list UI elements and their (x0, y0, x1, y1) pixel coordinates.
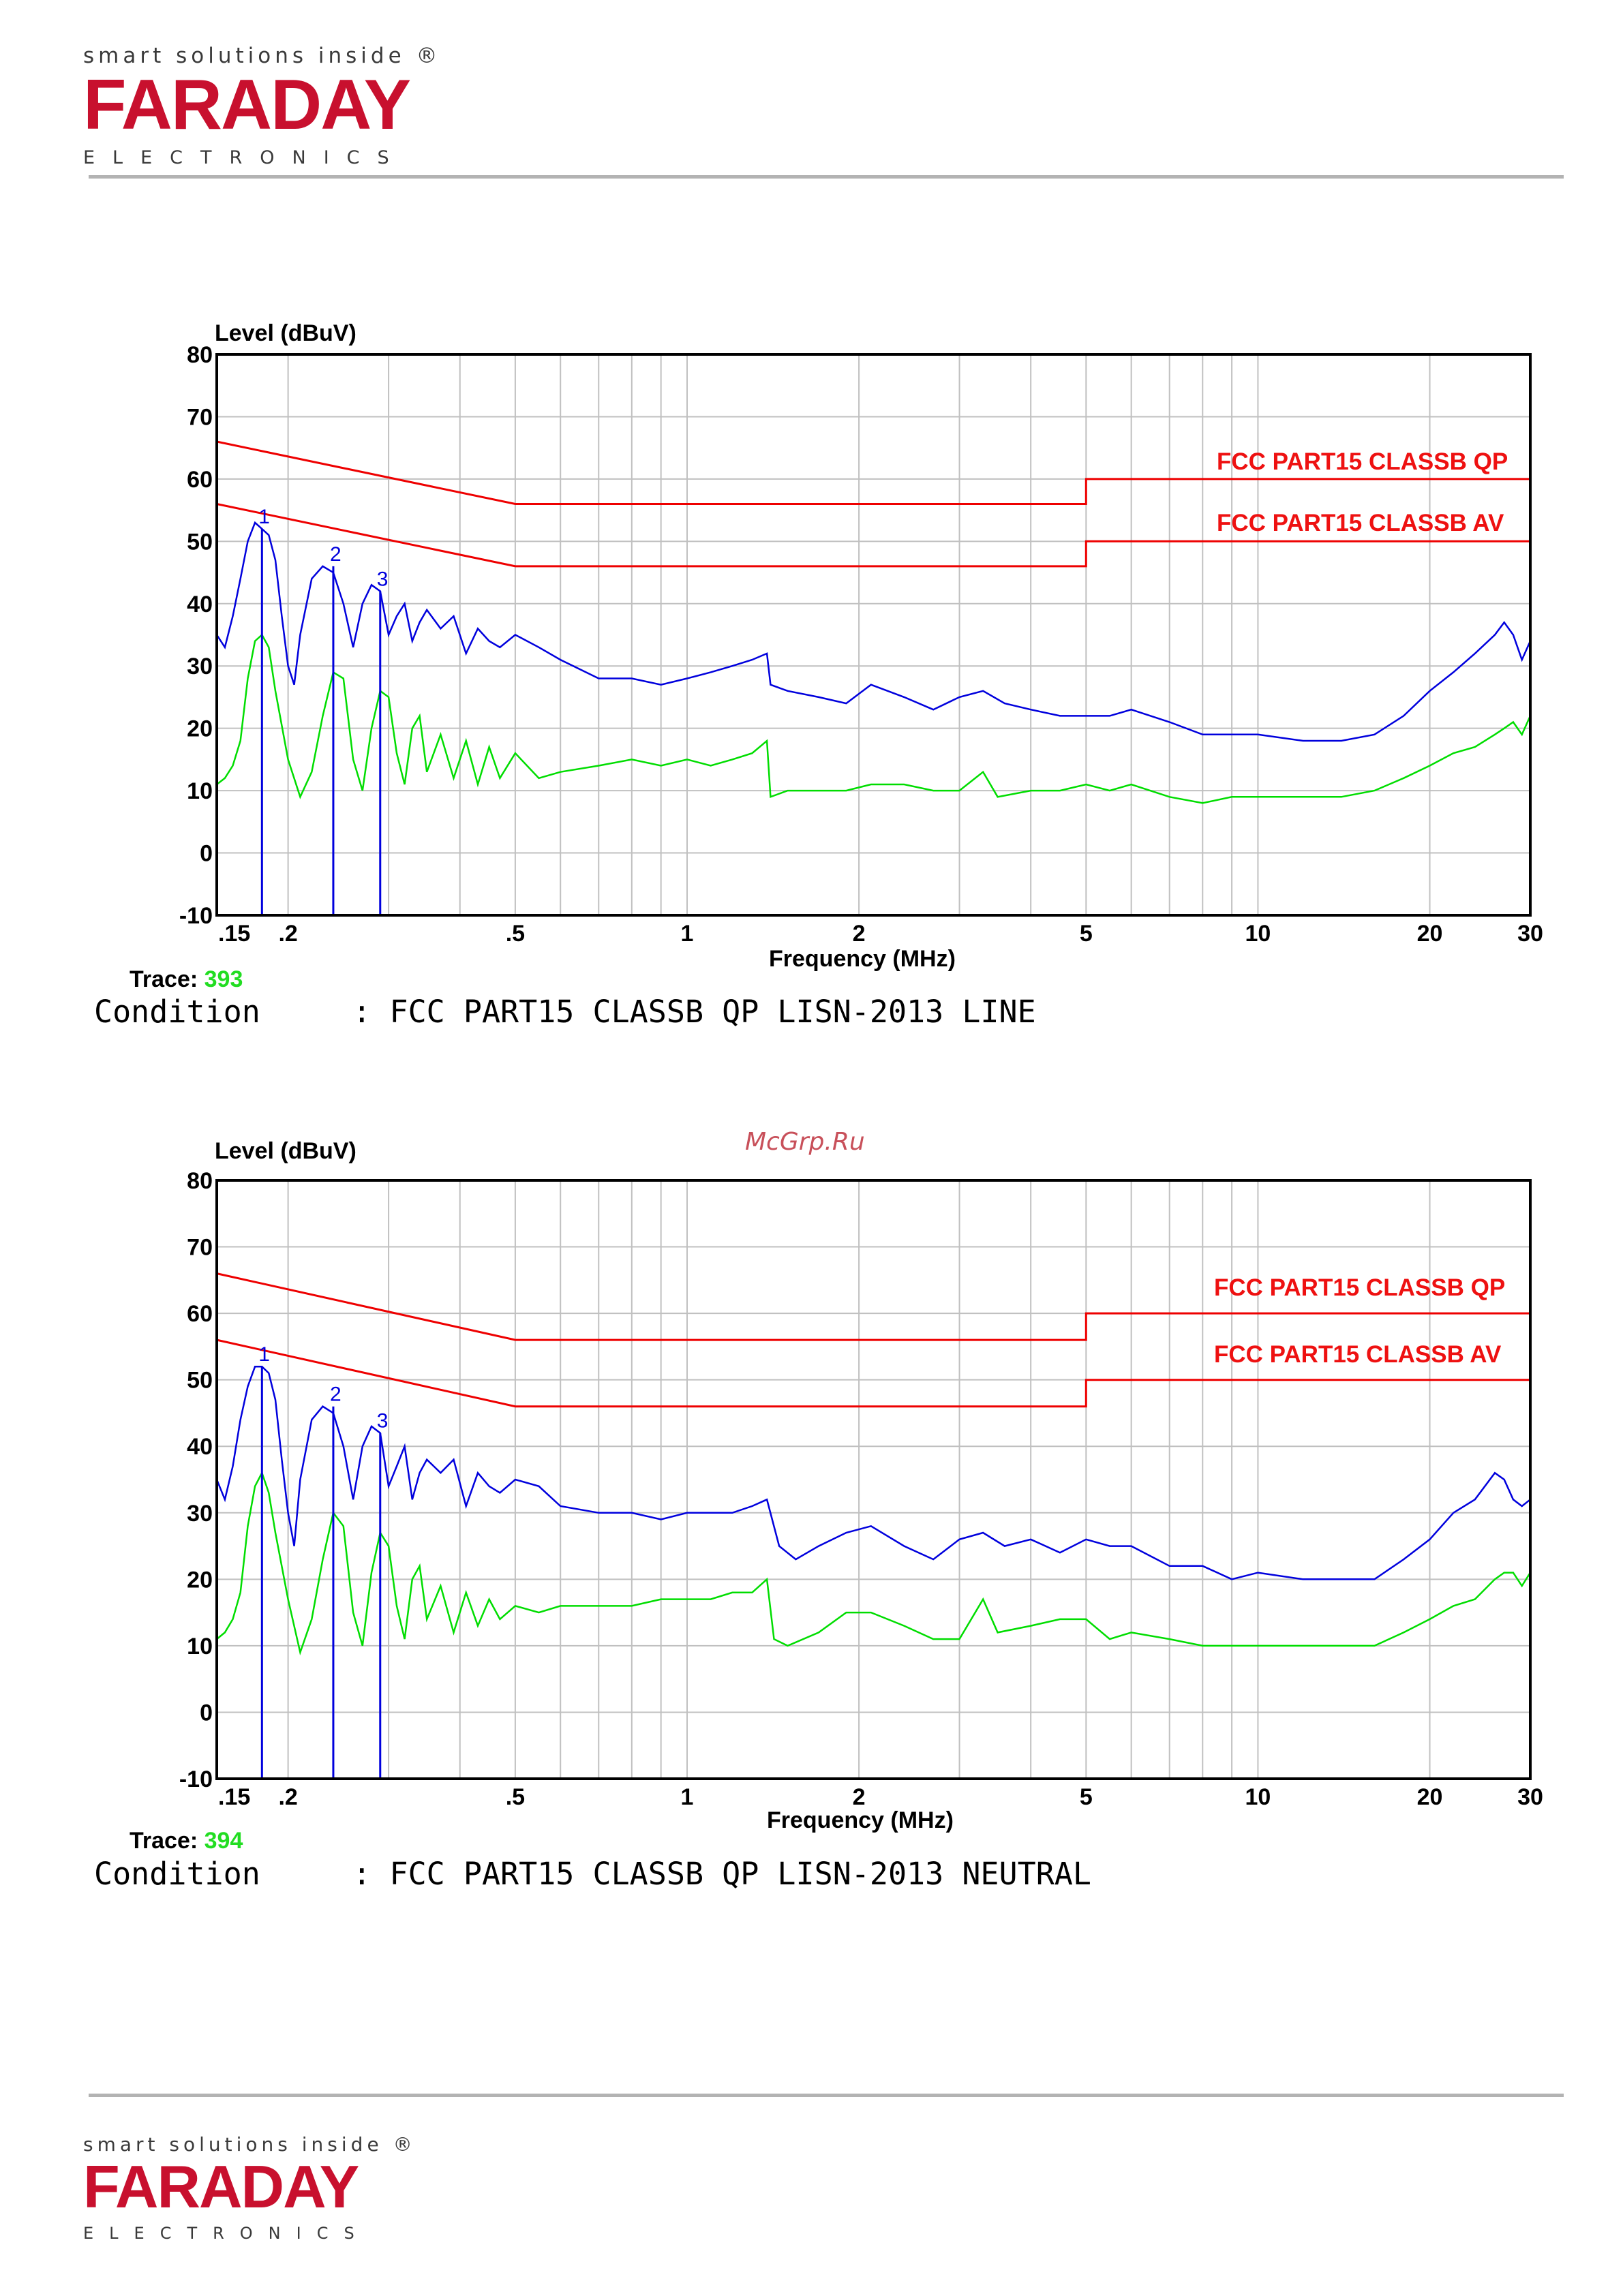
series-line-qp (215, 1365, 1531, 1580)
series-line-qp (215, 521, 1532, 742)
x-tick-label: 2 (853, 1784, 866, 1810)
y-tick-label: 70 (187, 404, 213, 430)
y-tick-label: 40 (187, 1434, 213, 1460)
trace-label: Trace: (130, 966, 198, 992)
brand-tagline: smart solutions inside ® (83, 2133, 416, 2156)
header-rule (89, 175, 1564, 179)
footer-rule (89, 2094, 1564, 2097)
x-tick-label: .2 (278, 1784, 297, 1810)
x-tick-label: 30 (1517, 921, 1543, 947)
x-tick-label: 5 (1080, 1784, 1093, 1810)
x-tick-label: 5 (1080, 921, 1093, 947)
series-line-av (216, 1471, 1532, 1656)
marker-label: 1 (258, 506, 270, 528)
brand-subtitle: ELECTRONICS (83, 147, 407, 168)
chart-plot-line: 1 2 3 -10 0 10 20 30 40 50 60 70 80 .15 .2 .5 1 2 5 10 20 30 (179, 342, 1543, 947)
trace-value: 393 (204, 966, 243, 992)
x-tick-label: .15 (218, 1784, 250, 1810)
condition-text: Condition : FCC PART15 CLASSB QP LISN-20… (94, 994, 1036, 1030)
x-tick-label: .2 (278, 921, 297, 947)
y-tick-label: 30 (187, 654, 213, 679)
y-tick-label: 50 (187, 1368, 213, 1394)
brand-wordmark: FARADAY (83, 2153, 359, 2220)
limit-label-qp: FCC PART15 CLASSB QP (1214, 1274, 1506, 1301)
x-tick-label: 10 (1245, 921, 1271, 947)
brand-subtitle: ELECTRONICS (83, 2224, 370, 2243)
limit-line-av (216, 1338, 1530, 1408)
x-tick-label: 1 (681, 1784, 694, 1810)
x-tick-label: .5 (506, 921, 525, 947)
brand-tagline: smart solutions inside ® (83, 44, 442, 68)
emission-chart-line: 1 2 3 -10 0 10 20 30 40 50 60 70 80.15.2.5 1 2 5 10 20 30 … (0, 320, 1623, 1084)
y-tick-label: 0 (200, 841, 213, 867)
brand-wordmark: FARADAY (83, 65, 411, 144)
x-tick-label: 20 (1417, 921, 1443, 947)
y-tick-label: 80 (187, 1168, 213, 1194)
y-tick-label: 20 (187, 1567, 213, 1593)
limit-line-qp (216, 440, 1530, 505)
x-axis-title: Frequency (MHz) (769, 946, 956, 972)
x-tick-label: 20 (1417, 1784, 1443, 1810)
y-tick-label: 0 (200, 1700, 213, 1726)
x-tick-label: .15 (218, 921, 250, 947)
x-axis-title: Frequency (MHz) (767, 1807, 954, 1833)
trace-value: 394 (204, 1828, 243, 1854)
y-tick-label: 60 (187, 1301, 213, 1327)
x-tick-label: 30 (1517, 1784, 1543, 1810)
y-tick-label: 50 (187, 529, 213, 555)
y-tick-label: 30 (187, 1501, 213, 1527)
watermark-text: McGrp.Ru (745, 1128, 865, 1156)
limit-line-qp (216, 1272, 1530, 1341)
y-tick-label: 70 (187, 1235, 213, 1261)
y-tick-label: 10 (187, 1634, 213, 1659)
trace-label: Trace: (130, 1828, 198, 1854)
limit-label-av: FCC PART15 CLASSB AV (1214, 1341, 1502, 1368)
faraday-logo-bottom: smart solutions inside ® FARADAY ELECTRO… (83, 2133, 416, 2243)
y-tick-label: -10 (179, 1766, 213, 1792)
series-line-av (216, 633, 1532, 804)
y-tick-label: 20 (187, 716, 213, 742)
trace-indicator: Trace: 393 (130, 966, 243, 993)
limit-line-av (216, 503, 1530, 568)
y-tick-label: -10 (179, 903, 213, 929)
x-tick-label: 1 (681, 921, 694, 947)
y-tick-label: 80 (187, 342, 213, 368)
condition-text: Condition : FCC PART15 CLASSB QP LISN-20… (94, 1856, 1091, 1892)
y-axis-title: Level (dBuV) (215, 1138, 357, 1164)
marker-label: 1 (258, 1343, 270, 1366)
plot-frame (215, 1179, 1532, 1780)
marker-label: 3 (377, 1410, 389, 1433)
y-tick-label: 60 (187, 467, 213, 493)
y-tick-label: 40 (187, 592, 213, 617)
y-axis-title: Level (dBuV) (215, 320, 357, 346)
x-tick-label: 2 (853, 921, 866, 947)
x-tick-label: 10 (1245, 1784, 1271, 1810)
limit-label-qp: FCC PART15 CLASSB QP (1217, 448, 1508, 475)
plot-frame (215, 353, 1532, 917)
faraday-logo-top: smart solutions inside ® FARADAY ELECTRO… (83, 44, 442, 168)
limit-label-av: FCC PART15 CLASSB AV (1217, 510, 1504, 536)
marker-label: 3 (377, 568, 389, 590)
trace-indicator: Trace: 394 (130, 1828, 243, 1854)
chart-plot-neutral: 1 2 3 -10 0 10 20 30 40 50 60 70 80 .15 .2 .5 1 2 5 10 20 30 (179, 1168, 1543, 1810)
marker-label: 2 (330, 543, 342, 566)
y-tick-label: 10 (187, 778, 213, 804)
emission-chart-neutral: 1 2 3 -10 0 10 20 30 40 50 60 70 80.15.2.5 1 2 5 10 20 30 … (0, 1138, 1623, 1901)
x-tick-label: .5 (506, 1784, 525, 1810)
marker-label: 2 (330, 1383, 342, 1406)
